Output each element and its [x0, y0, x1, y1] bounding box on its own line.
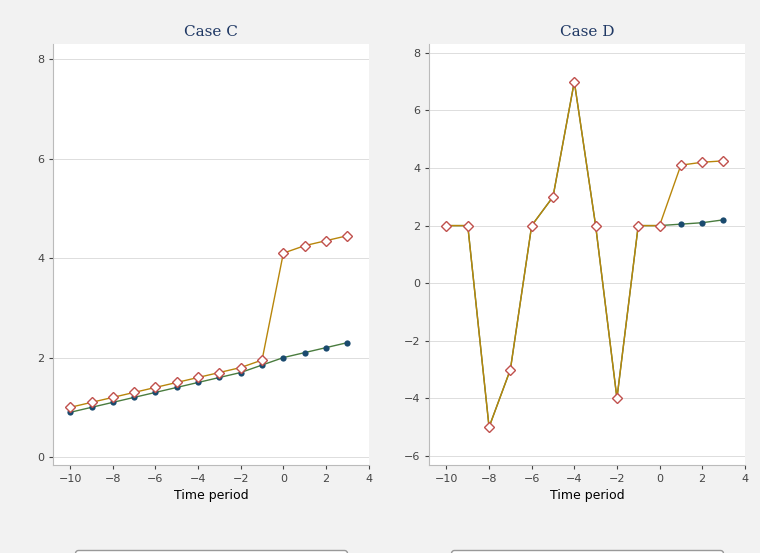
X-axis label: Time period: Time period [173, 489, 249, 502]
Title: Case C: Case C [184, 25, 238, 39]
Legend: Control Group, Treatment Group: Control Group, Treatment Group [75, 550, 347, 553]
Legend: Control Group, Treatment Group: Control Group, Treatment Group [451, 550, 723, 553]
Title: Case D: Case D [560, 25, 614, 39]
X-axis label: Time period: Time period [549, 489, 625, 502]
